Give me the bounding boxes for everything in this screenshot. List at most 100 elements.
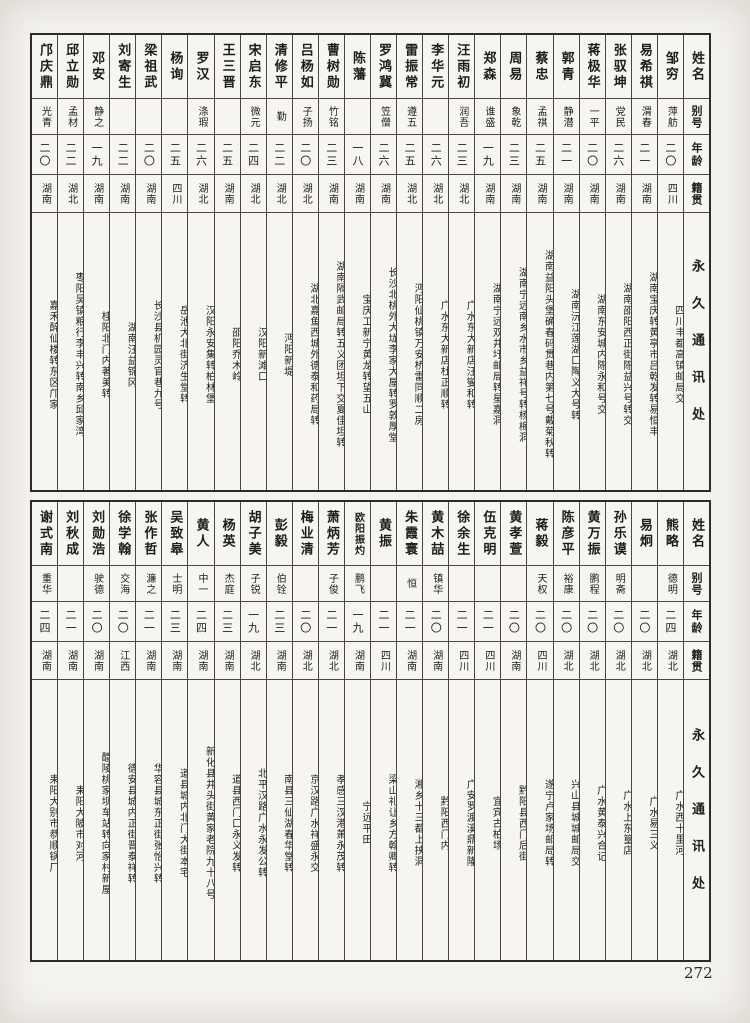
entry-origin: 四川 bbox=[449, 642, 475, 680]
person-column: 萧炳芳 子俊 二一 湖北 孝感三汊港萧永茂转 bbox=[317, 502, 344, 960]
entry-age: 二六 bbox=[605, 135, 631, 175]
entry-alias: 孟祺 bbox=[527, 99, 553, 135]
entry-origin: 湖北 bbox=[605, 642, 631, 680]
person-column: 易希祺 渭春 二一 湖南 湖南宝庆转黄亭市吕乾发转易恒丰 bbox=[630, 35, 657, 490]
entry-alias: 鹏飞 bbox=[344, 566, 370, 602]
person-column: 王三晋 二五 湖南 邵阳乔木岭 bbox=[213, 35, 240, 490]
entry-alias: 渭春 bbox=[631, 99, 657, 135]
entry-name: 蒋毅 bbox=[527, 502, 553, 566]
header-origin-label: 籍贯 bbox=[683, 642, 709, 680]
person-column: 清修平勤二二 湖北 沔阳新堤 bbox=[265, 35, 292, 490]
person-column: 蔡忠 孟祺 二五 湖南 湖南益阳头堡确春码贯巷内第七号戴菊秋转 bbox=[526, 35, 553, 490]
person-column: 蒋极华 一平 二〇 湖南 湖南东安城内陈永和号交 bbox=[578, 35, 605, 490]
entry-alias: 士明 bbox=[162, 566, 188, 602]
entry-alias: 裕康 bbox=[553, 566, 579, 602]
header-column: 姓名 别号 年龄 籍贯 永久通讯处 bbox=[682, 35, 709, 490]
entry-alias bbox=[110, 99, 136, 135]
person-column: 周易 象乾 二三 湖南 湖南宁远南乡水市乡益祥号转杨梅洞 bbox=[500, 35, 527, 490]
entry-alias: 党民 bbox=[605, 99, 631, 135]
entry-name: 曹树勋 bbox=[318, 35, 344, 99]
entry-name: 徐学翰 bbox=[110, 502, 136, 566]
entry-address: 长沙北桃外大垅李家大屋转罗敦厚堂 bbox=[386, 266, 397, 443]
entry-age: 二五 bbox=[527, 135, 553, 175]
entry-origin: 湖南 bbox=[136, 642, 162, 680]
entry-age: 二〇 bbox=[657, 135, 683, 175]
entry-age: 二一 bbox=[475, 602, 501, 642]
entry-alias: 中一 bbox=[188, 566, 214, 602]
entry-age: 二四 bbox=[188, 602, 214, 642]
entry-address: 醴陵桃家坝车站转向家村新屋 bbox=[99, 751, 110, 895]
entry-origin: 湖北 bbox=[657, 642, 683, 680]
header-age-label: 年龄 bbox=[683, 602, 709, 642]
entry-origin: 湖南 bbox=[110, 175, 136, 213]
person-column: 张驭坤 党民 二六 湖南 湖南邵阳西正街陈益兴号转交 bbox=[604, 35, 631, 490]
entry-address: 湖南汪益锦冈 bbox=[125, 321, 136, 388]
entry-name: 郑森 bbox=[475, 35, 501, 99]
person-column: 伍克明 二一 四川 宜宾古柏场 bbox=[474, 502, 501, 960]
entry-address: 邵阳乔木岭 bbox=[229, 327, 240, 382]
entry-alias: 萍舫 bbox=[657, 99, 683, 135]
entry-address: 宁远平田 bbox=[359, 801, 370, 845]
person-column: 汪雨初 润吾 二三 湖北 广水东大新店汪燮和转 bbox=[448, 35, 475, 490]
entry-age: 二〇 bbox=[553, 602, 579, 642]
entry-address: 沔阳新堤 bbox=[281, 332, 292, 377]
entry-age: 二〇 bbox=[423, 602, 449, 642]
entry-alias: 濂之 bbox=[136, 566, 162, 602]
entry-address: 广安罗渡溪鼎新隆 bbox=[464, 779, 475, 867]
entry-age: 二〇 bbox=[527, 602, 553, 642]
entry-name: 李华元 bbox=[423, 35, 449, 99]
entry-age: 二三 bbox=[266, 602, 292, 642]
entry-name: 陈藩 bbox=[344, 35, 370, 99]
entry-origin: 湖南 bbox=[501, 175, 527, 213]
person-column: 孙乐谟 明斋 二〇 湖北 广水上东篁店 bbox=[604, 502, 631, 960]
entry-address: 遂宁卢家场邮局转 bbox=[542, 779, 553, 867]
entry-age: 二三 bbox=[318, 135, 344, 175]
entry-name: 罗汉 bbox=[188, 35, 214, 99]
entry-alias: 象乾 bbox=[501, 99, 527, 135]
person-column: 欧阳振灼 鹏飞 一九 湖南 宁远平田 bbox=[343, 502, 370, 960]
entry-origin: 湖南 bbox=[58, 642, 84, 680]
entry-address: 汉阳永安集转柏林堡 bbox=[203, 305, 214, 404]
entry-name: 孙乐谟 bbox=[605, 502, 631, 566]
entry-address: 湘乡十三都上挟洞 bbox=[412, 779, 423, 867]
entry-address: 湖南隔武邮局转五义团坦下交夏佳坦转 bbox=[333, 261, 344, 448]
entry-address: 枣阳吴镇粮行李丰兴转南乡邱家湾 bbox=[73, 272, 84, 437]
entry-origin: 湖南 bbox=[84, 642, 110, 680]
person-column: 邓安 静之 一九 湖南 桂阳北门内著美转 bbox=[83, 35, 110, 490]
entry-address: 黔阳西门内 bbox=[438, 795, 449, 851]
entry-address: 广水上东篁店 bbox=[620, 790, 631, 856]
entry-alias: 杰庭 bbox=[214, 566, 240, 602]
entry-age: 二〇 bbox=[579, 135, 605, 175]
entry-origin: 湖南 bbox=[605, 175, 631, 213]
person-column: 黄万振 鹏程 二〇 湖北 广水黄泰兴合记 bbox=[578, 502, 605, 960]
entry-address: 长沙县机园灵官巷九号 bbox=[151, 299, 162, 410]
entry-alias: 恒 bbox=[397, 566, 423, 602]
person-column: 刘勋浩 驶德 二〇 湖南 醴陵桃家坝车站转向家村新屋 bbox=[83, 502, 110, 960]
entry-age: 二〇 bbox=[136, 135, 162, 175]
entry-age: 二〇 bbox=[110, 602, 136, 642]
entry-alias: 润吾 bbox=[449, 99, 475, 135]
entry-origin: 湖北 bbox=[266, 175, 292, 213]
entry-address: 华容县城东正街张怡兴转 bbox=[151, 762, 162, 884]
entry-name: 朱霞寰 bbox=[397, 502, 423, 566]
entry-name: 宋启东 bbox=[240, 35, 266, 99]
entry-alias: 笠僧 bbox=[370, 99, 397, 135]
entry-alias: 交海 bbox=[110, 566, 136, 602]
entry-origin: 湖北 bbox=[423, 175, 449, 213]
person-column: 吴致皋 士明 二三 湖南 道县城内北门大街本宅 bbox=[161, 502, 188, 960]
entry-address: 宝庆工新宁黄龙转望五山 bbox=[359, 294, 370, 415]
entry-origin: 四川 bbox=[657, 175, 683, 213]
entry-name: 张作哲 bbox=[136, 502, 162, 566]
entry-alias: 谁盛 bbox=[475, 99, 501, 135]
person-column: 罗鸿冀 笠僧 二六 湖南 长沙北桃外大垅李家大屋转罗敦厚堂 bbox=[369, 35, 397, 490]
entry-origin: 湖南 bbox=[31, 175, 58, 213]
entry-origin: 湖北 bbox=[292, 642, 318, 680]
entry-origin: 湖南 bbox=[188, 642, 214, 680]
entry-name: 邝庆鼎 bbox=[31, 35, 58, 99]
entry-age: 二一 bbox=[449, 602, 475, 642]
entry-address: 耒阳大陂市对河 bbox=[73, 784, 84, 862]
entry-origin: 湖南 bbox=[318, 175, 344, 213]
entry-origin: 湖北 bbox=[292, 175, 318, 213]
person-column: 杨询 二五 四川 岳池大北街济生堂转 bbox=[161, 35, 188, 490]
